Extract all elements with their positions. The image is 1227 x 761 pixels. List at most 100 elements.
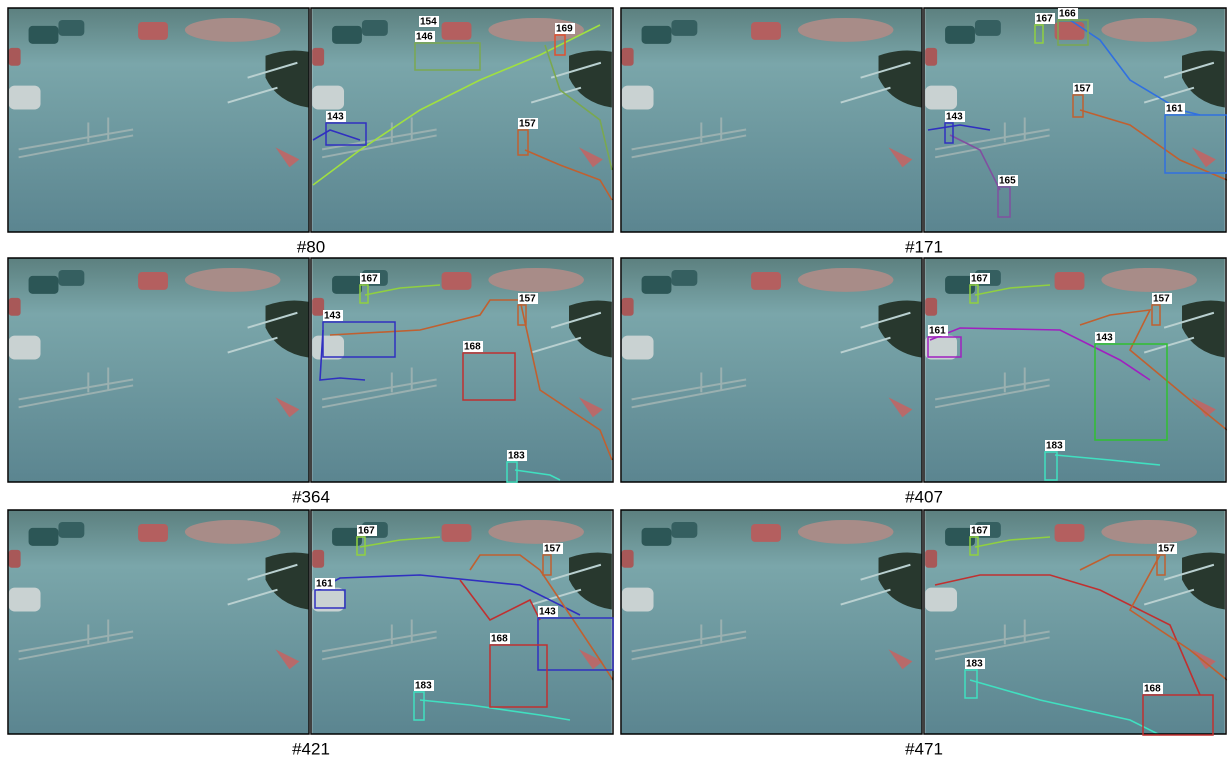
track-label-bg [1073,83,1093,94]
frame-border [620,257,923,483]
track-label-bg [414,680,434,691]
track-box [964,669,978,699]
trajectory [524,149,613,201]
track-id: 143 [539,607,556,618]
track-label-bg [1157,543,1177,554]
trajectory [927,124,991,131]
track-id: 143 [946,112,963,123]
trajectory [544,44,613,171]
frame-border [310,7,614,233]
track-box [969,536,979,556]
track-label-bg [315,578,335,589]
track-box [542,554,552,576]
track-box [413,691,425,721]
trajectory [459,579,541,622]
track-id: 168 [464,342,481,353]
track-label-bg [415,31,435,42]
track-label-bg [518,293,538,304]
track-box [554,34,566,56]
track-box [1034,24,1044,44]
track-box [997,186,1011,218]
trajectory [934,574,1201,696]
trajectory [974,284,1051,296]
track-id: 166 [1059,9,1076,20]
track-id: 157 [1074,84,1091,95]
track-label-bg [555,23,575,34]
track-box [1072,94,1084,118]
track-label-bg [538,606,558,617]
frame-border [7,257,310,483]
track-box [1151,304,1161,326]
trajectory [359,536,441,548]
frame-caption: #171 [905,237,943,256]
track-id: 157 [519,294,536,305]
trajectory [969,679,1161,736]
track-label-bg [970,273,990,284]
track-id: 183 [415,681,432,692]
track-box [537,617,614,671]
track-label-bg [1152,293,1172,304]
track-id: 143 [327,112,344,123]
track-label-bg [543,543,563,554]
frame-background [621,510,922,734]
track-id: 154 [420,17,437,28]
track-label-bg [1045,440,1065,451]
frame-caption: #80 [297,237,325,256]
trajectory [1079,109,1227,181]
frame-background [621,8,922,232]
track-box [969,284,979,304]
track-label-bg [490,633,510,644]
frame-border [7,7,310,233]
frame-background [8,510,309,734]
track-id: 183 [508,451,525,462]
frame-caption: #364 [292,487,330,506]
track-label-bg [463,341,483,352]
track-id: 157 [519,119,536,130]
track-box [517,304,527,326]
trajectory [929,327,1151,381]
track-box [325,122,367,146]
trajectory [974,536,1051,548]
track-id: 165 [999,176,1016,187]
track-label-bg [419,16,439,27]
track-box [356,536,366,556]
track-box [517,129,529,156]
track-label-bg [1058,8,1078,19]
track-label-bg [357,525,377,536]
track-id: 168 [1144,684,1161,695]
track-label-bg [965,658,985,669]
trajectory [312,129,361,141]
frame-border [620,509,923,735]
track-label-bg [998,175,1018,186]
track-id: 167 [971,274,988,285]
track-id: 146 [416,32,433,43]
trajectory [364,284,441,296]
track-box [359,284,369,304]
track-id: 161 [316,579,333,590]
track-id: 161 [929,326,946,337]
track-box [314,589,346,609]
frame-background [8,258,309,482]
track-box [1142,694,1214,736]
track-box [322,321,396,358]
track-id: 167 [1036,14,1053,25]
track-id: 157 [1153,294,1170,305]
track-id: 167 [358,526,375,537]
track-id: 167 [361,274,378,285]
track-box [1044,451,1058,481]
track-id: 183 [966,659,983,670]
trajectory [419,699,571,721]
track-box [927,336,962,358]
track-box [1156,554,1166,576]
track-label-bg [518,118,538,129]
track-id: 143 [324,311,341,322]
track-id: 183 [1046,441,1063,452]
trajectory [949,134,1001,191]
track-label-bg [323,310,343,321]
frame-background [8,8,309,232]
track-label-bg [1165,103,1185,114]
frame-caption: #407 [905,487,943,506]
track-id: 168 [491,634,508,645]
